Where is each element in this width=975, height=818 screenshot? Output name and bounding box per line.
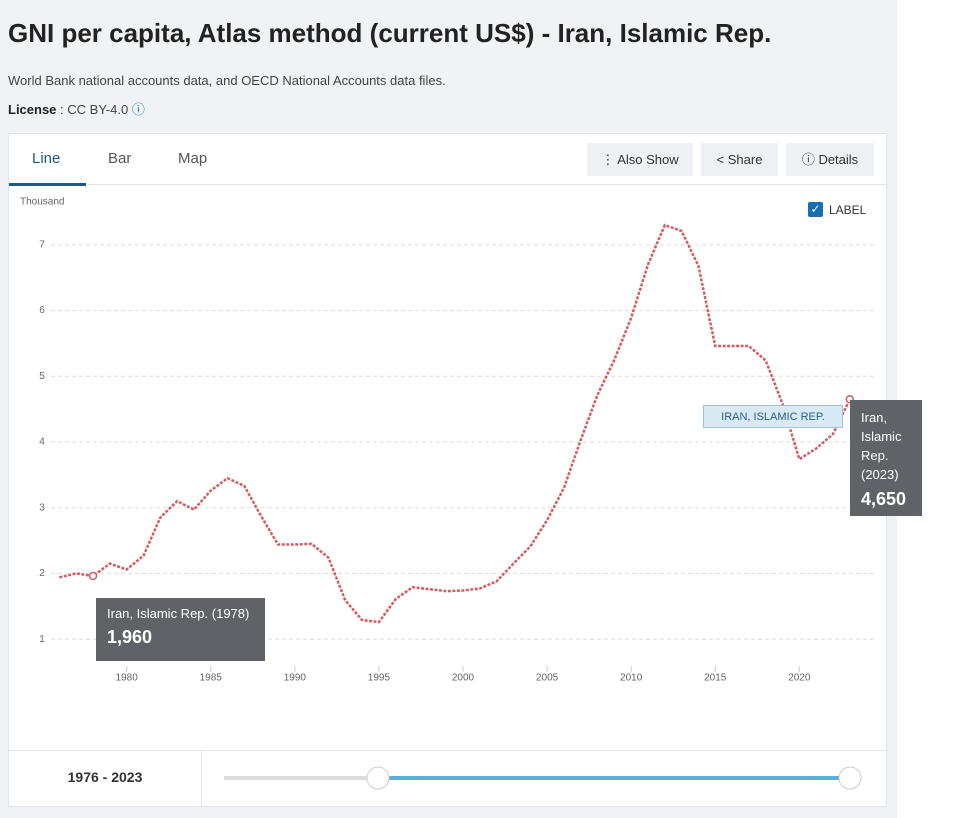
label-toggle[interactable]: LABEL — [829, 203, 867, 217]
page-title: GNI per capita, Atlas method (current US… — [8, 18, 772, 48]
tab-bar[interactable]: Bar — [108, 150, 132, 167]
tooltip-value: 4,650 — [861, 489, 907, 509]
button-label: Also Show — [617, 152, 679, 167]
x-tick-label: 1995 — [368, 673, 391, 684]
tab-divider — [9, 184, 886, 185]
x-tick-label: 2015 — [704, 673, 727, 684]
x-tick-label: 1985 — [200, 673, 223, 684]
source-note: World Bank national accounts data, and O… — [8, 73, 446, 88]
tooltip-text: Iran, Islamic Rep. (2023) — [861, 410, 902, 482]
tab-indicator — [9, 183, 86, 186]
y-axis-label: Thousand — [20, 197, 64, 208]
label-checkbox[interactable]: ✓ — [808, 202, 823, 217]
license-value: : CC BY-4.0 — [60, 102, 129, 117]
tooltip: Iran, Islamic Rep. (1978) 1,960 — [96, 598, 265, 661]
slider-handle[interactable] — [366, 766, 390, 790]
divider — [201, 751, 202, 807]
x-tick-label: 1980 — [116, 673, 139, 684]
highlight-point — [88, 571, 98, 581]
x-tick-label: 2000 — [452, 673, 475, 684]
button-label: Details — [818, 152, 859, 167]
button-label: Share — [727, 152, 763, 167]
details-button[interactable]: ⓘ Details — [786, 143, 874, 176]
y-tick-label: 5 — [39, 371, 45, 382]
y-tick-label: 3 — [39, 502, 45, 513]
x-tick-label: 2010 — [620, 673, 643, 684]
series-label: IRAN, ISLAMIC REP. — [703, 405, 843, 428]
x-tick-label: 1990 — [284, 673, 307, 684]
x-tick-label: 2020 — [788, 673, 811, 684]
license-label: License — [8, 102, 57, 117]
tooltip-text: Iran, Islamic Rep. (1978) — [107, 606, 250, 621]
tooltip-value: 1,960 — [107, 627, 153, 647]
license: License : CC BY-4.0 ⓘ — [8, 102, 145, 117]
y-tick-label: 4 — [39, 437, 45, 448]
share-button[interactable]: < Share — [701, 143, 778, 176]
y-tick-label: 2 — [39, 568, 45, 579]
slider-handle[interactable] — [838, 766, 862, 790]
tooltip: Iran, Islamic Rep. (2023) 4,650 — [850, 400, 922, 516]
series-line — [59, 223, 851, 624]
tab-line[interactable]: Line — [32, 150, 61, 167]
y-tick-label: 6 — [39, 305, 45, 316]
y-tick-label: 1 — [39, 634, 45, 645]
x-tick-label: 2005 — [536, 673, 559, 684]
y-tick-label: 7 — [39, 239, 45, 250]
range-label: 1976 - 2023 — [67, 769, 143, 785]
also-show-button[interactable]: ⋮ Also Show — [587, 143, 693, 176]
range-footer: 1976 - 2023 — [9, 750, 886, 807]
tab-map[interactable]: Map — [178, 150, 208, 167]
